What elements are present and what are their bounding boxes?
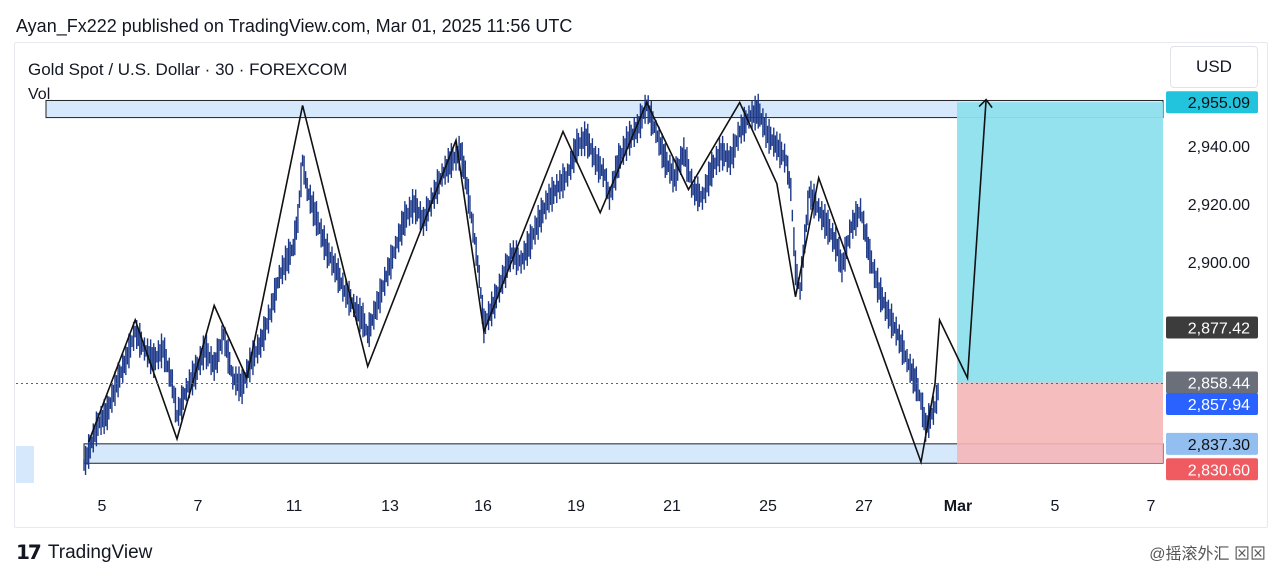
price-tag-label: 2,955.09	[1188, 95, 1250, 112]
x-axis-tick-label: Mar	[944, 498, 972, 515]
price-tag-last-price: 2,857.94	[1166, 392, 1258, 415]
volume-bar	[16, 446, 34, 483]
author-watermark: @摇滚外汇 ⊠⊠	[1149, 546, 1266, 563]
stop-box	[957, 382, 1163, 464]
price-tag-label: 2,858.44	[1188, 376, 1250, 393]
price-tag-label: 2,877.42	[1188, 320, 1250, 337]
x-axis-tick-label: 21	[663, 498, 681, 515]
volume-label[interactable]: Vol	[28, 86, 51, 103]
x-axis-tick-label: 13	[381, 498, 399, 515]
price-tag-bg	[1166, 392, 1258, 415]
price-tag-take-profit: 2,955.09	[1166, 91, 1258, 114]
x-axis-tick-label: 7	[194, 498, 203, 515]
tradingview-brand: TradingView	[47, 541, 153, 563]
price-tag-bg	[1166, 371, 1258, 394]
y-axis-tick-label: 2,900.00	[1188, 255, 1250, 272]
price-tag-bg	[1166, 91, 1258, 114]
x-axis-tick-label: 27	[855, 498, 873, 515]
tradingview-logo[interactable]: 𝟭𝟳 TradingView	[16, 540, 152, 565]
price-tag-bg	[1166, 458, 1258, 481]
y-axis-tick-label: 2,920.00	[1188, 197, 1250, 214]
symbol-title[interactable]: Gold Spot / U.S. Dollar · 30 · FOREXCOM	[28, 60, 348, 79]
price-tag-label: 2,837.30	[1188, 437, 1250, 454]
price-tag-bg	[1166, 432, 1258, 455]
zigzag-pattern-line	[87, 99, 987, 466]
chart-frame	[14, 42, 1268, 528]
publication-header: Ayan_Fx222 published on TradingView.com,…	[16, 16, 573, 36]
x-axis-tick-label: 19	[567, 498, 585, 515]
price-tag-entry: 2,858.44	[1166, 371, 1258, 394]
price-tag-support-zone: 2,837.30	[1166, 432, 1258, 455]
currency-selector[interactable]: USD	[1170, 46, 1258, 88]
price-tag-stop-loss: 2,830.60	[1166, 458, 1258, 481]
x-axis-tick-label: 11	[286, 498, 303, 515]
tradingview-logo-icon: 𝟭𝟳	[16, 542, 42, 564]
price-tag-bg	[1166, 316, 1258, 339]
price-tag-label: 2,830.60	[1188, 462, 1250, 479]
arrow-head-icon	[978, 98, 993, 109]
target-box	[957, 102, 1163, 383]
price-tag-bar-high: 2,877.42	[1166, 316, 1258, 339]
x-axis-tick-label: 16	[474, 498, 492, 515]
y-axis-tick-label: 2,940.00	[1188, 139, 1250, 156]
price-tag-label: 2,857.94	[1188, 397, 1250, 414]
x-axis-tick-label: 5	[1051, 498, 1060, 515]
x-axis-tick-label: 25	[759, 498, 777, 515]
x-axis-tick-label: 7	[1147, 498, 1156, 515]
x-axis-tick-label: 5	[98, 498, 107, 515]
